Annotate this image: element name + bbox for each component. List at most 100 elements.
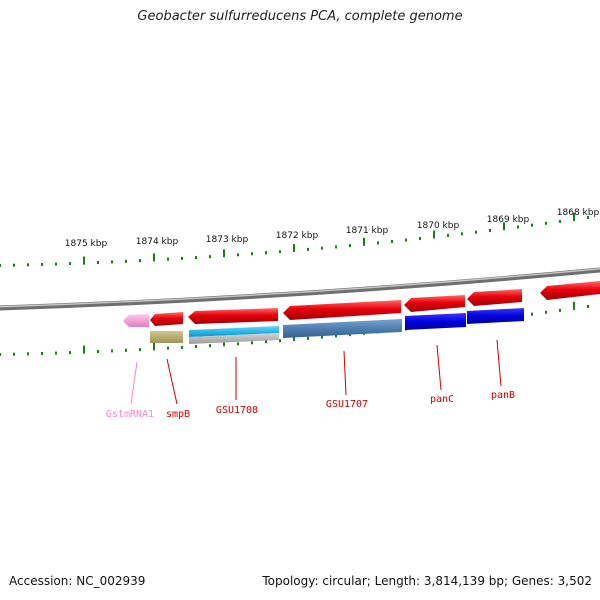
scale-dot [545,221,547,225]
scale-dot [195,256,197,260]
scale-dot [237,253,239,257]
leader-panC [436,344,442,391]
scale-dot [307,247,309,251]
leader-GSU1707 [343,350,347,396]
scale-dot [125,348,127,352]
gene-label-GstmRNA1[interactable]: GstmRNA1 [106,409,154,420]
kbp-label: 1872 kbp [276,231,319,241]
scale-dot [237,342,239,346]
gene-arrow-smpB[interactable] [150,312,183,326]
scale-dot [195,345,197,349]
scale-dot [181,345,183,349]
scale-major-tick [433,230,435,239]
label-leaders [130,339,502,405]
scale-dot [279,339,281,343]
feature-box-GSU1708-gray[interactable] [189,333,279,344]
scale-dot [181,256,183,260]
scale-major-tick [83,345,85,354]
scale-dot [125,259,127,263]
scale-dot [321,246,323,250]
gene-label-smpB[interactable]: smpB [166,409,190,420]
kbp-label: 1870 kbp [417,221,460,231]
feature-box-smpB[interactable] [150,331,183,343]
scale-major-tick [293,244,295,253]
genome-backbone [0,267,600,311]
scale-dot [531,312,533,316]
scale-dot [265,340,267,344]
scale-major-tick [223,249,225,258]
feature-box-panC[interactable] [405,313,466,330]
scale-dot [251,252,253,256]
scale-dot [349,244,351,248]
scale-dot [0,264,1,267]
scale-dot [111,349,113,353]
leader-smpB [166,358,178,405]
scale-dot [27,263,29,267]
scale-dot [461,232,463,236]
gene-label-GSU1708[interactable]: GSU1708 [216,405,258,416]
scale-dot [419,237,421,241]
scale-dot [405,238,407,242]
kbp-label: 1871 kbp [346,226,389,236]
gene-arrow-GSU1708[interactable] [188,308,278,324]
scale-major-tick [363,237,365,246]
scale-dot [209,255,211,259]
kbp-label: 1868 kbp [557,208,600,218]
scale-dot [0,353,1,356]
feature-box-panB[interactable] [467,308,524,324]
scale-dot [13,263,15,267]
scale-dot [55,262,57,266]
scale-dot [559,219,561,223]
gene-label-GSU1707[interactable]: GSU1707 [326,399,368,410]
topology-text: Topology: circular; Length: 3,814,139 bp… [262,574,592,588]
scale-dot [349,333,351,337]
scale-dot [517,225,519,229]
scale-dot [489,228,491,232]
kbp-labels: 1875 kbp 1874 kbp 1873 kbp 1872 kbp 1871… [65,208,600,249]
scale-dot [531,223,533,227]
scale-dot [475,230,477,234]
scale-dot [69,351,71,355]
kbp-label: 1869 kbp [487,215,530,225]
gene-labels: GstmRNA1 smpB GSU1708 GSU1707 panC panB [106,390,515,420]
scale-dot [209,344,211,348]
feature-box-GSU1707[interactable] [283,319,402,338]
scale-dot [41,262,43,266]
gene-label-panB[interactable]: panB [491,390,515,401]
scale-dot [55,351,57,355]
scale-dot [279,250,281,254]
kbp-label: 1875 kbp [65,239,108,249]
kbp-label: 1873 kbp [206,235,249,245]
gene-arrow-panC[interactable] [404,295,465,312]
scale-major-tick [503,222,505,231]
scale-dot [307,336,309,340]
rna-arrow-GstmRNA1[interactable] [123,314,149,327]
gene-label-panC[interactable]: panC [430,394,454,405]
scale-major-tick [573,212,575,221]
page-title: Geobacter sulfurreducens PCA, complete g… [137,9,463,24]
scale-dot [139,348,141,352]
gene-track-reverse [123,281,600,327]
scale-dot [251,341,253,345]
upper-scale [0,212,589,267]
scale-dot [167,257,169,261]
accession-text: Accession: NC_002939 [9,574,146,588]
scale-dot [167,346,169,350]
scale-major-tick [153,253,155,262]
gene-arrow-next[interactable] [540,281,600,300]
scale-dot [335,245,337,249]
gene-arrow-GSU1707[interactable] [283,300,401,320]
scale-dot [265,251,267,255]
kbp-label: 1874 kbp [136,237,179,247]
scale-major-tick [83,256,85,265]
scale-dot [41,351,43,355]
scale-dot [335,334,337,338]
gene-arrow-panB[interactable] [467,289,522,306]
scale-dot [27,352,29,356]
scale-dot [97,350,99,354]
feature-box-GSU1708-cyan[interactable] [189,326,279,337]
scale-dot [587,215,589,219]
leader-panB [496,339,502,387]
